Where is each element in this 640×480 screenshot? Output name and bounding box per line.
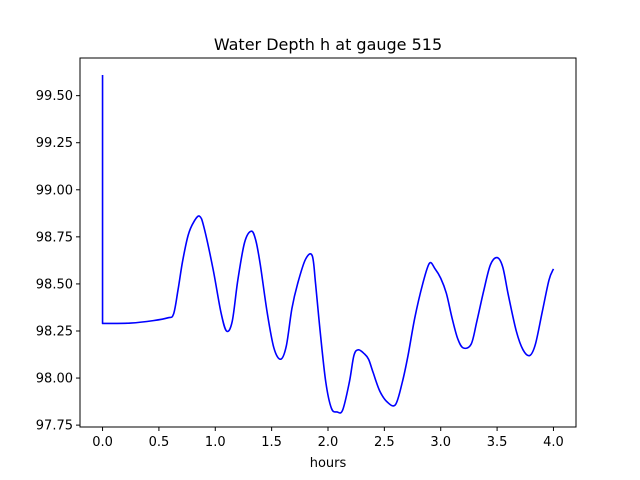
x-tick-label: 1.0 [205, 435, 226, 450]
plot-area [79, 57, 577, 428]
x-tick-label: 0.5 [149, 435, 170, 450]
chart-title: Water Depth h at gauge 515 [214, 35, 442, 54]
y-tick-label: 97.75 [36, 419, 73, 434]
y-tick-label: 99.50 [36, 89, 73, 104]
y-tick-label: 98.25 [36, 324, 73, 339]
y-tick-label: 99.25 [36, 136, 73, 151]
x-tick-label: 0.0 [92, 435, 113, 450]
series-layer [101, 74, 555, 414]
x-tick-label: 3.0 [430, 435, 451, 450]
y-tick-label: 99.00 [36, 183, 73, 198]
x-tick-label: 1.5 [261, 435, 282, 450]
x-tick-label: 3.5 [487, 435, 508, 450]
x-tick-label: 2.5 [374, 435, 395, 450]
y-tick-label: 98.75 [36, 230, 73, 245]
series-line-0 [101, 74, 555, 414]
x-tick-label: 4.0 [543, 435, 564, 450]
x-axis-label: hours [310, 456, 347, 471]
y-tick-label: 98.00 [36, 372, 73, 387]
y-tick-label: 98.50 [36, 277, 73, 292]
x-axis: 0.0 0.5 1.0 1.5 2.0 2.5 3.0 3.5 4.0 [92, 427, 564, 450]
y-axis: 97.75 98.00 98.25 98.50 98.75 99.00 99.25 99.50 [36, 89, 80, 434]
x-tick-label: 2.0 [318, 435, 339, 450]
